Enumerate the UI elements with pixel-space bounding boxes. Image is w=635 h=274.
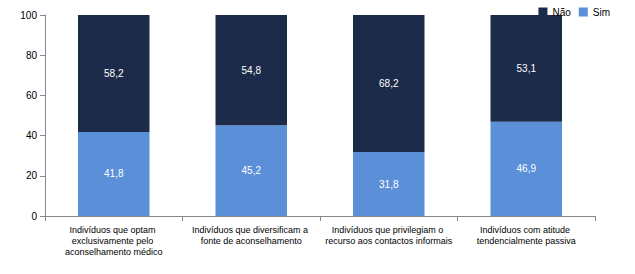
svg-text:100: 100 bbox=[20, 10, 37, 21]
svg-text:54,8: 54,8 bbox=[242, 65, 262, 76]
svg-text:tendencialmente passiva: tendencialmente passiva bbox=[477, 236, 576, 246]
svg-text:45,2: 45,2 bbox=[242, 165, 262, 176]
svg-text:60: 60 bbox=[26, 90, 38, 101]
svg-text:53,1: 53,1 bbox=[517, 63, 537, 74]
svg-text:fonte de aconselhamento: fonte de aconselhamento bbox=[201, 236, 302, 246]
svg-text:31,8: 31,8 bbox=[379, 179, 399, 190]
svg-text:exclusivamente pelo: exclusivamente pelo bbox=[72, 236, 156, 246]
svg-text:Indivíduos com atitude: Indivíduos com atitude bbox=[480, 225, 573, 235]
svg-text:Indivíduos que optam: Indivíduos que optam bbox=[69, 225, 158, 235]
svg-text:40: 40 bbox=[26, 130, 38, 141]
svg-text:80: 80 bbox=[26, 50, 38, 61]
svg-text:0: 0 bbox=[31, 211, 37, 222]
svg-text:Indivíduos que privilegiam o: Indivíduos que privilegiam o bbox=[332, 225, 446, 235]
svg-text:41,8: 41,8 bbox=[104, 168, 124, 179]
svg-text:Não: Não bbox=[552, 7, 571, 18]
svg-text:58,2: 58,2 bbox=[104, 68, 124, 79]
svg-text:68,2: 68,2 bbox=[379, 78, 399, 89]
svg-text:Sim: Sim bbox=[593, 7, 610, 18]
svg-text:Indivíduos que diversificam a: Indivíduos que diversificam a bbox=[192, 225, 311, 235]
svg-text:46,9: 46,9 bbox=[517, 163, 537, 174]
svg-text:recurso aos contactos informai: recurso aos contactos informais bbox=[325, 236, 453, 246]
svg-text:20: 20 bbox=[26, 170, 38, 181]
svg-text:aconselhamento médico: aconselhamento médico bbox=[65, 247, 163, 257]
